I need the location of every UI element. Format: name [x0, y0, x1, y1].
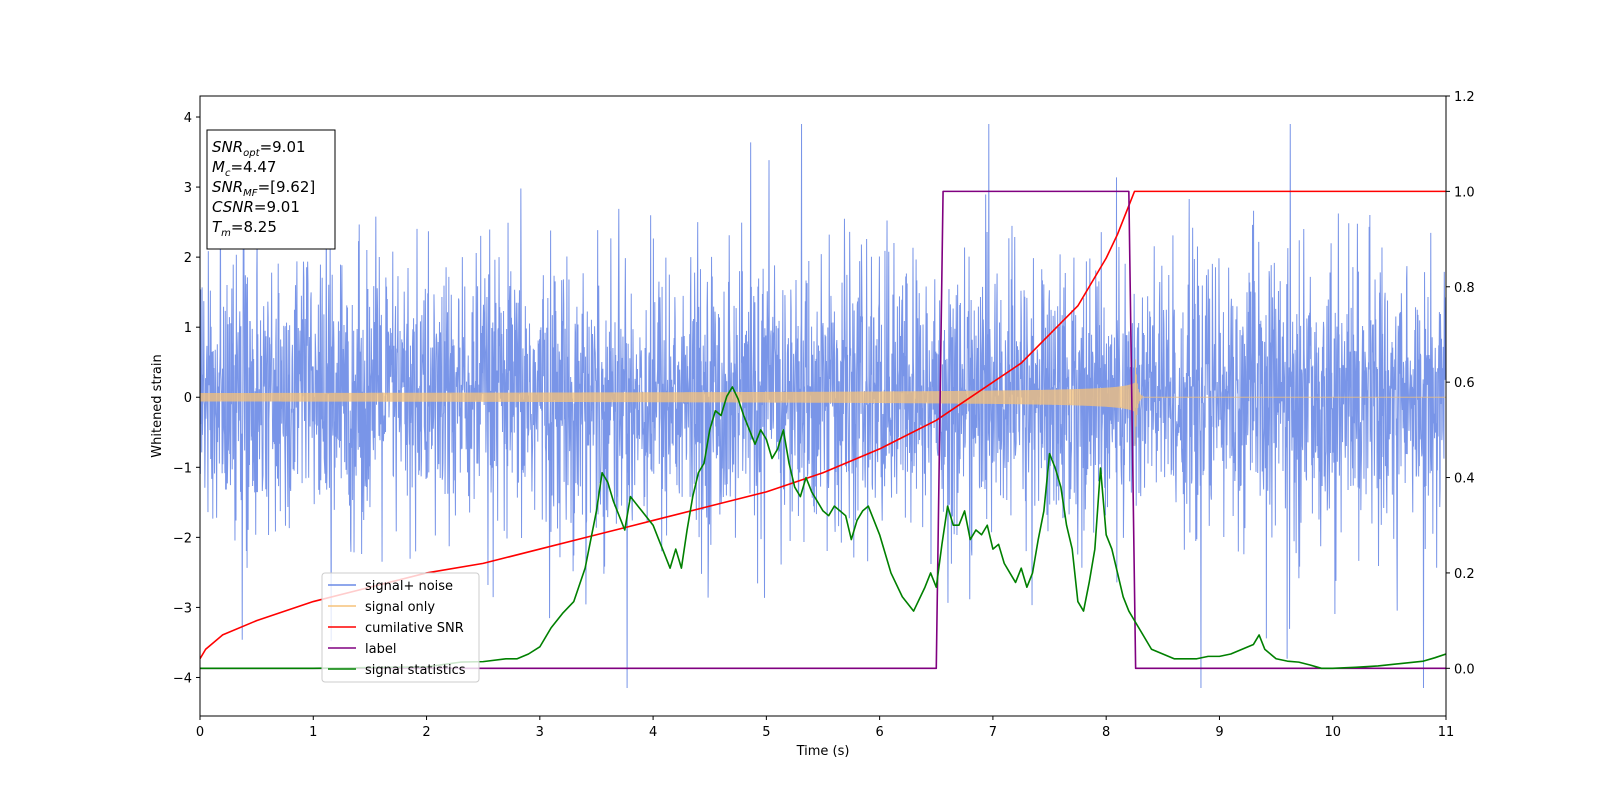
y-right-tick-label: 1.0	[1454, 185, 1475, 200]
y-right-tick-label: 0.6	[1454, 376, 1475, 391]
plot-frame	[199, 95, 1447, 717]
legend-label: cumilative SNR	[365, 621, 464, 636]
x-axis: 0 1 2 3 4 5 6 7 8 9 10 11	[196, 716, 1454, 740]
legend-frame	[321, 572, 480, 683]
annotation-value: =9.01	[254, 198, 300, 216]
y-left-tick-label: 1	[184, 321, 192, 336]
y-right-tick-label: 0.8	[1454, 281, 1475, 296]
annotation-line: SNRopt=9.01	[212, 138, 306, 159]
annotation-symbol: SNR	[212, 138, 243, 156]
legend-label: label	[365, 642, 396, 657]
annotation-subscript: m	[221, 228, 231, 239]
annotation-symbol: CSNR	[212, 198, 254, 216]
y-left-tick-label: 3	[184, 181, 192, 196]
x-tick-label: 6	[875, 725, 883, 740]
annotation-subscript: c	[225, 168, 231, 179]
x-tick-label: 3	[536, 725, 544, 740]
annotation-line: Mc=4.47	[212, 158, 276, 179]
x-tick-label: 2	[422, 725, 430, 740]
x-tick-label: 8	[1102, 725, 1110, 740]
annotation-value: =[9.62]	[258, 178, 316, 196]
x-tick-label: 0	[196, 725, 204, 740]
legend-label: signal statistics	[365, 663, 466, 678]
y-axis-label: Whitened strain	[150, 354, 165, 457]
annotation-frame	[206, 129, 336, 250]
annotation-line: Tm=8.25	[212, 218, 277, 239]
legend: signal+ noise signal only cumilative SNR la…	[321, 572, 480, 683]
series-cumilative-snr-line	[200, 190, 1446, 660]
y-left-tick-label: −2	[173, 531, 192, 546]
annotation-line: SNRMF=[9.62]	[212, 178, 315, 199]
annotation-subscript: MF	[243, 188, 258, 199]
y-left-tick-label: −4	[173, 671, 192, 686]
y-left-tick-label: −3	[173, 601, 192, 616]
annotation-subscript: opt	[243, 148, 260, 159]
x-tick-label: 7	[989, 725, 997, 740]
y-right-tick-label: 1.2	[1454, 90, 1475, 105]
annotation-box: SNRopt=9.01Mc=4.47SNRMF=[9.62]CSNR=9.01T…	[206, 129, 336, 250]
y-right-tick-label: 0.4	[1454, 472, 1475, 487]
y-axis-right: 0.0 0.2 0.4 0.6 0.8 1.0 1.2	[1446, 90, 1475, 677]
x-tick-label: 4	[649, 725, 657, 740]
series-lines	[200, 190, 1446, 670]
series-signal-statistics-line	[200, 386, 1446, 670]
series-signal-only-line	[200, 359, 1446, 447]
x-tick-label: 9	[1215, 725, 1223, 740]
x-tick-label: 11	[1438, 725, 1455, 740]
series-signal-only	[200, 359, 1446, 447]
series-signal-plus-noise-line	[200, 124, 1446, 688]
annotation-symbol: T	[212, 218, 223, 236]
y-right-tick-label: 0.2	[1454, 567, 1475, 582]
y-left-tick-label: 4	[184, 111, 192, 126]
y-left-tick-label: −1	[173, 461, 192, 476]
annotation-line: CSNR=9.01	[212, 198, 300, 216]
x-axis-label: Time (s)	[796, 744, 850, 759]
x-tick-label: 1	[309, 725, 317, 740]
x-tick-label: 5	[762, 725, 770, 740]
series-label-line	[200, 190, 1446, 670]
x-tick-label: 10	[1324, 725, 1341, 740]
annotation-symbol: SNR	[212, 178, 243, 196]
legend-label: signal only	[365, 600, 435, 615]
annotation-value: =4.47	[230, 158, 276, 176]
annotation-value: =9.01	[260, 138, 306, 156]
y-axis-left: −4 −3 −2 −1 0 1 2 3 4	[173, 111, 200, 686]
y-left-tick-label: 2	[184, 251, 192, 266]
y-right-tick-label: 0.0	[1454, 662, 1475, 677]
y-left-tick-label: 0	[184, 391, 192, 406]
legend-label: signal+ noise	[365, 579, 453, 594]
series-signal-plus-noise	[200, 124, 1446, 688]
annotation-symbol: M	[212, 158, 225, 176]
annotation-value: =8.25	[231, 218, 277, 236]
